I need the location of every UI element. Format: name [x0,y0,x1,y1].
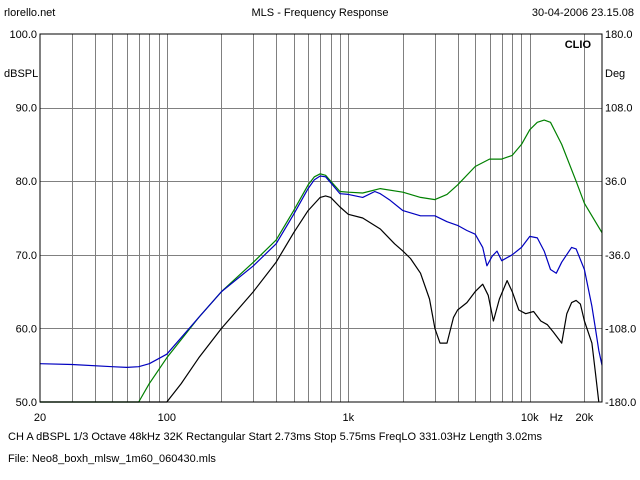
y-axis-label: dBSPL [4,68,38,80]
x-tick-label: 100 [158,412,176,424]
y2-tick-label: -36.0 [605,250,630,262]
y2-tick-label: -108.0 [605,323,636,335]
y-tick-label: 80.0 [16,176,37,188]
chart-title: MLS - Frequency Response [251,7,389,19]
y2-tick-label: 108.0 [605,103,633,115]
file-name: File: Neo8_boxh_mlsw_1m60_060430.mls [8,453,216,465]
y-tick-label: 60.0 [16,323,37,335]
y2-tick-label: 180.0 [605,29,633,41]
chart-grid [40,34,602,402]
series-blue-line [39,175,603,368]
clio-brand: CLIO [565,39,592,51]
x-tick-label: 1k [343,412,355,424]
y-tick-label: 50.0 [16,397,37,409]
measurement-parameters: CH A dBSPL 1/3 Octave 48kHz 32K Rectangu… [8,431,542,443]
y-tick-label: 90.0 [16,103,37,115]
x-tick-label: 10k [521,412,539,424]
chart-labels: 100.0 90.0 80.0 70.0 60.0 50.0 180.0 108.0 36.0 -… [4,29,636,424]
y2-tick-label: 36.0 [605,176,626,188]
y2-tick-label: -180.0 [605,397,636,409]
plot-frame [39,33,603,403]
y-tick-label: 70.0 [16,250,37,262]
x-tick-label: 20k [576,412,594,424]
chart-curves [39,119,603,403]
series-black-line [40,195,600,403]
y2-axis-label: Deg [605,68,625,80]
x-tick-label: Hz [550,412,563,424]
header-timestamp: 30-04-2006 23.15.08 [531,7,634,19]
y-tick-label: 100.0 [9,29,37,41]
header-site: rlorello.net [4,7,56,19]
x-tick-label: 20 [34,412,46,424]
